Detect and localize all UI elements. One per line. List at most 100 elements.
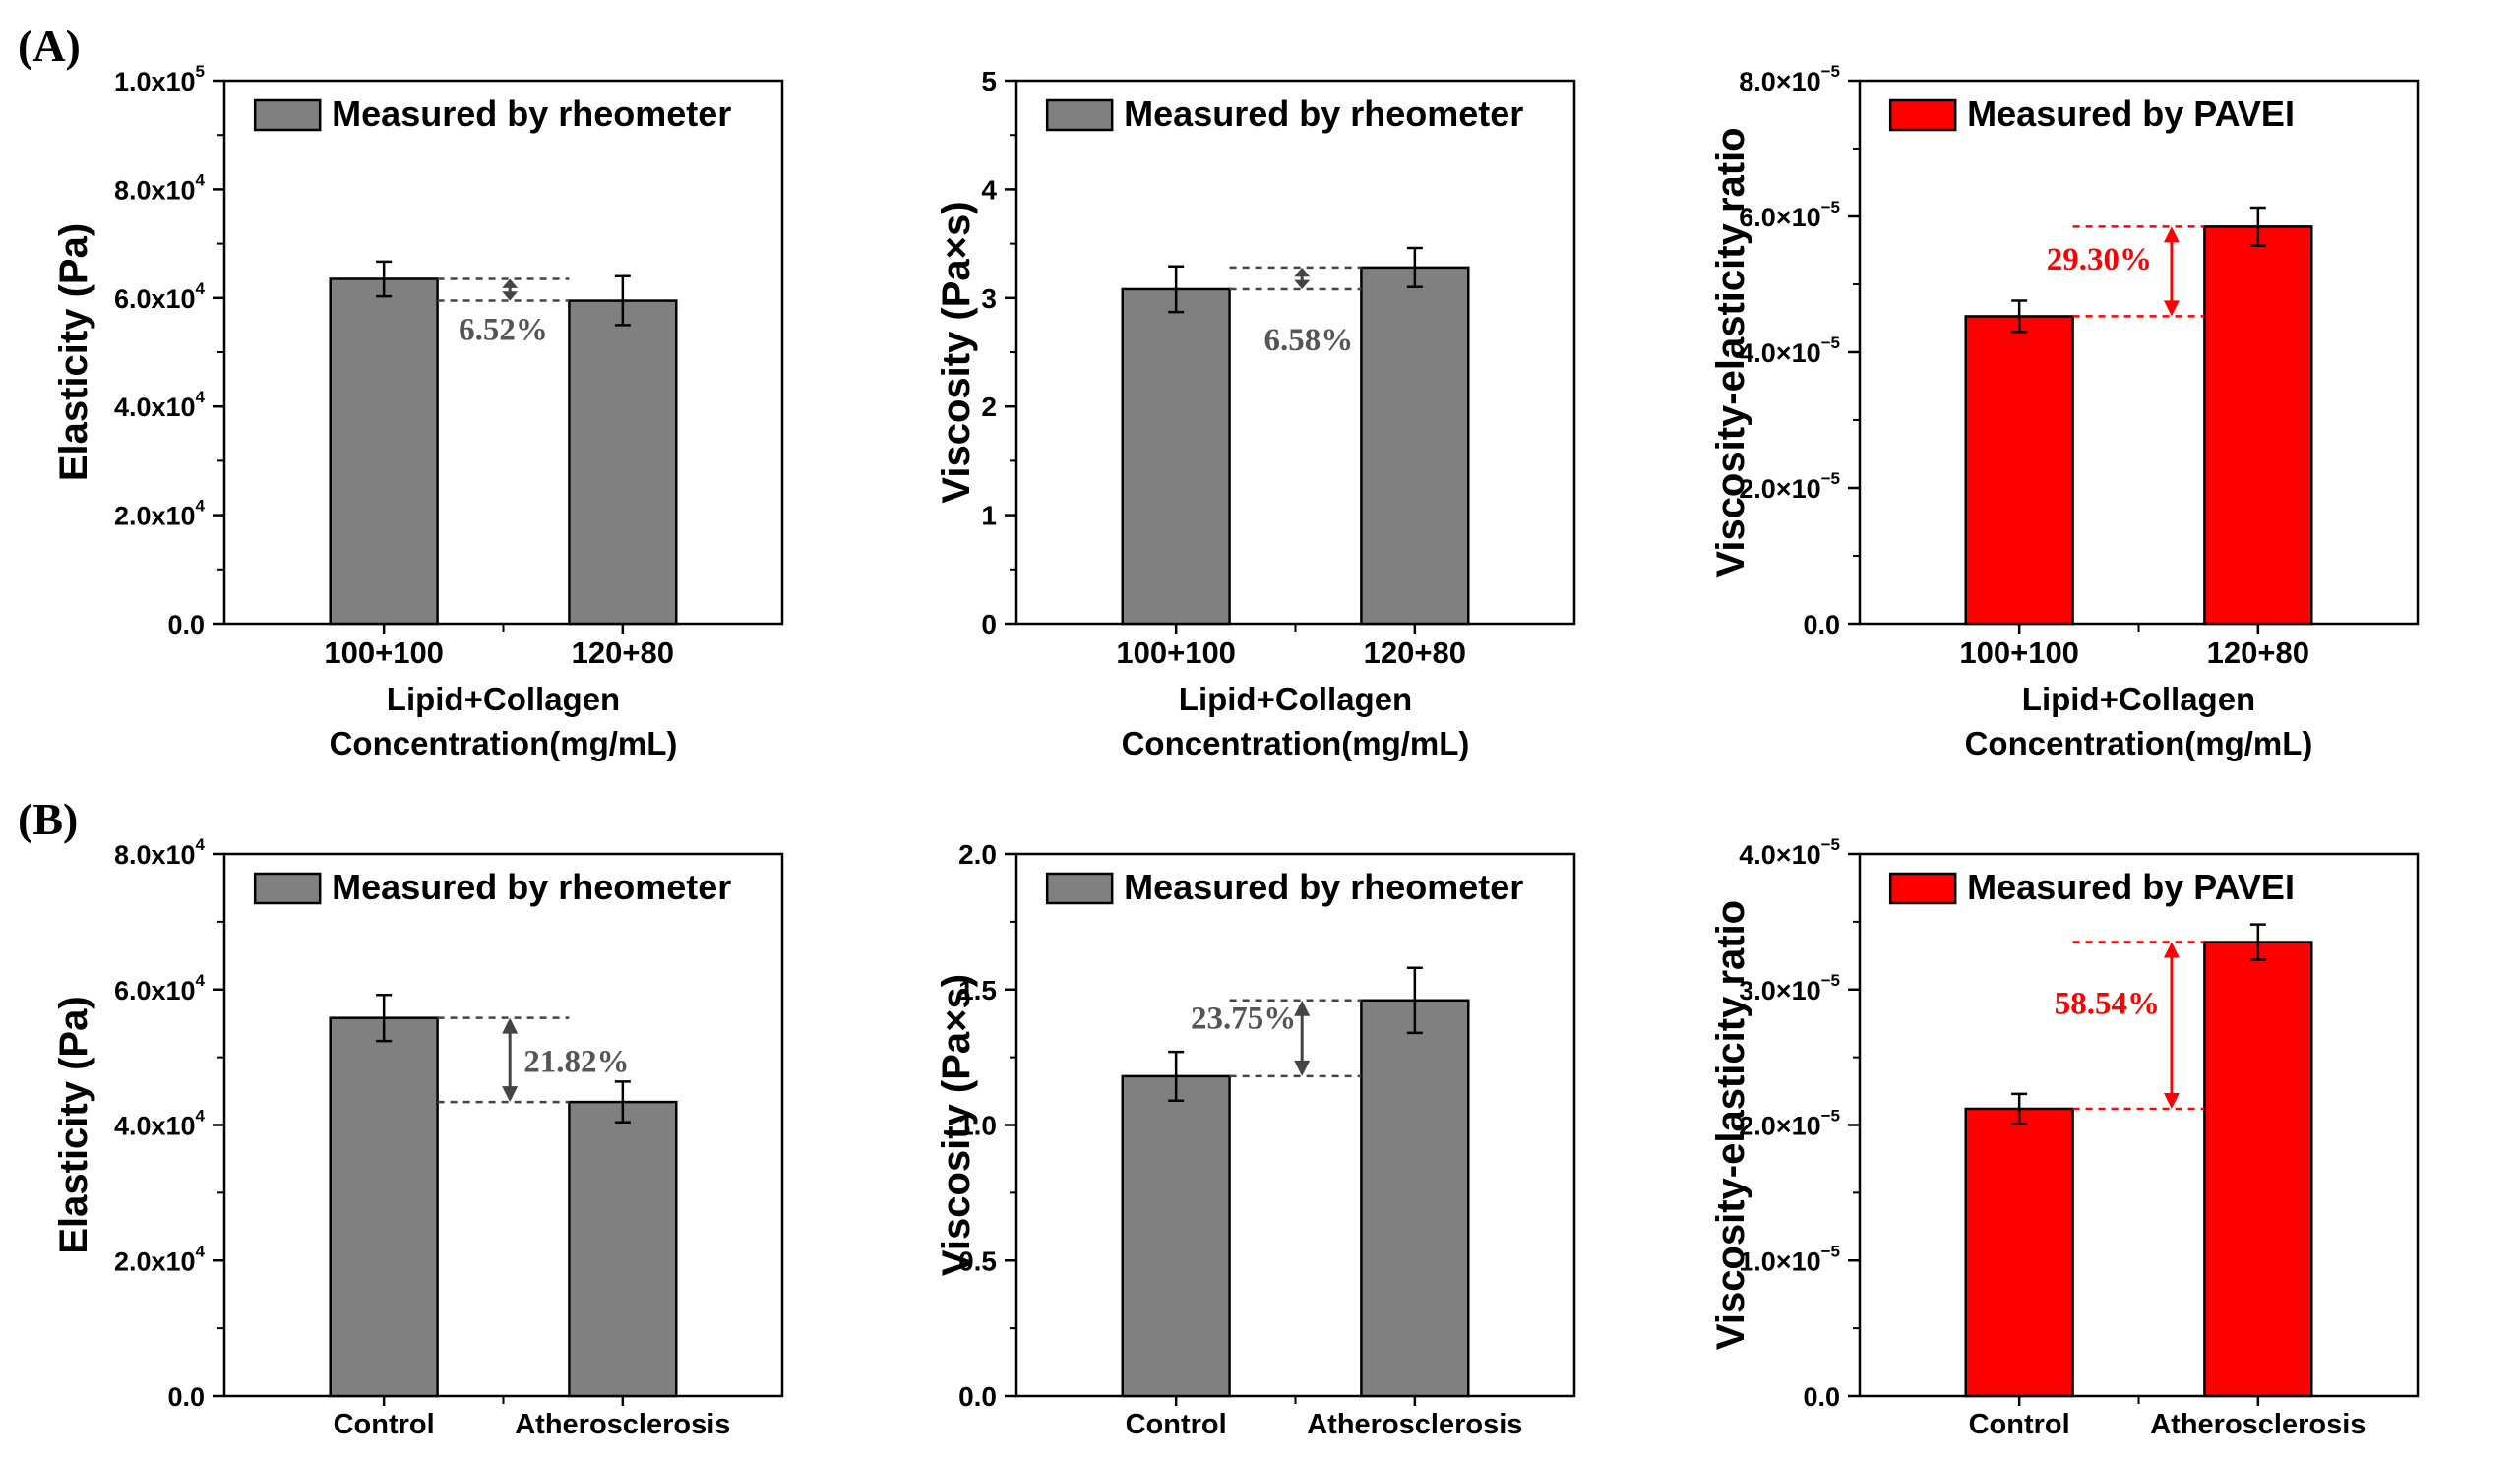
y-tick-label: 2.0x104	[114, 1242, 206, 1276]
legend-swatch	[1888, 872, 1957, 905]
annotation-percent: 6.58%	[1264, 323, 1354, 358]
chart-2: 0 1 2 3 4 5 Viscosity (Pa×s) 100+100 120+80 Lipid…	[935, 66, 1576, 761]
y-tick-label-exponent: 4	[196, 835, 206, 854]
y-tick-label: 2.0×10−5	[1739, 469, 1840, 504]
y-tick-label: 4.0x104	[114, 1107, 206, 1141]
y-tick-label: 1.0x105	[114, 62, 205, 96]
annotation-arrow-head	[2163, 300, 2180, 317]
y-tick-label-exponent: −5	[1821, 835, 1840, 854]
y-axis-title: Elasticity (Pa)	[52, 223, 95, 481]
y-tick-label-mantissa: 1.0x10	[114, 67, 196, 96]
bar	[568, 1100, 678, 1398]
bar	[568, 299, 678, 626]
y-tick-label-exponent: −5	[1821, 1242, 1840, 1260]
bar	[329, 277, 439, 626]
bar	[1360, 999, 1470, 1398]
y-tick-label: 0.0	[167, 1382, 205, 1412]
y-tick-label: 6.0x104	[114, 279, 206, 314]
chart-6: 0.01.0×10−52.0×10−53.0×10−54.0×10−5Visco…	[1709, 835, 2420, 1440]
y-tick-label: 4.0×10−5	[1739, 334, 1840, 368]
y-tick-label: 4.0×10−5	[1739, 835, 1840, 870]
x-axis-title: Lipid+Collagen	[1179, 681, 1412, 717]
x-tick-label: 100+100	[1959, 636, 2079, 670]
x-tick-label: Atherosclerosis	[2150, 1409, 2366, 1440]
bar	[1964, 1107, 2074, 1398]
y-tick-label-mantissa: 1.0×10	[1739, 1247, 1820, 1276]
bar	[1360, 266, 1470, 626]
annotation-arrow-head	[502, 1017, 519, 1034]
x-tick-label: Control	[334, 1409, 435, 1440]
y-tick-label: 4	[981, 174, 997, 205]
y-tick-label-exponent: −5	[1821, 1107, 1840, 1125]
x-tick-label: Control	[1969, 1409, 2070, 1440]
bar	[1121, 1074, 1231, 1398]
bar	[2203, 941, 2313, 1398]
legend-label: Measured by PAVEI	[1967, 93, 2295, 134]
y-tick-label: 6.0x104	[114, 971, 206, 1005]
legend-label: Measured by rheometer	[1124, 867, 1523, 907]
y-tick-label-exponent: −5	[1821, 198, 1840, 216]
x-tick-label: Atherosclerosis	[515, 1409, 730, 1440]
annotation-arrow-head	[2163, 1092, 2180, 1109]
legend-label: Measured by rheometer	[1124, 93, 1523, 134]
y-tick-label-mantissa: 2.0×10	[1739, 474, 1820, 504]
y-tick-label-exponent: 4	[196, 1242, 206, 1260]
y-tick-label-mantissa: 6.0x10	[114, 976, 196, 1005]
y-tick-label-exponent: −5	[1821, 469, 1840, 488]
x-tick-label: 100+100	[1116, 636, 1236, 670]
y-tick-label-exponent: −5	[1821, 971, 1840, 990]
bar	[2203, 225, 2313, 626]
x-tick-label: 120+80	[572, 636, 674, 670]
y-tick-label: 0.5	[958, 1246, 997, 1276]
y-tick-label: 1.5	[958, 975, 997, 1005]
annotation-arrow-head	[2163, 942, 2180, 958]
x-axis-title: Concentration(mg/mL)	[1122, 725, 1470, 761]
y-tick-label-exponent: 4	[196, 971, 206, 990]
legend-swatch	[253, 98, 322, 132]
x-tick-label: Atherosclerosis	[1307, 1409, 1522, 1440]
legend-swatch	[1045, 98, 1114, 132]
x-axis-title: Lipid+Collagen	[387, 681, 620, 717]
y-tick-label-mantissa: 4.0×10	[1739, 840, 1820, 870]
y-tick-label: 0	[981, 609, 997, 639]
x-tick-label: 120+80	[1364, 636, 1466, 670]
chart-1: 0.02.0x1044.0x1046.0x1048.0x1041.0x105El…	[52, 62, 784, 761]
annotation-percent: 23.75%	[1191, 1001, 1296, 1036]
y-tick-label: 2.0×10−5	[1739, 1107, 1840, 1141]
y-tick-label: 6.0×10−5	[1739, 198, 1840, 232]
y-tick-label-exponent: −5	[1821, 62, 1840, 81]
x-axis-title: Concentration(mg/mL)	[1965, 725, 2313, 761]
y-tick-label-exponent: 4	[196, 497, 206, 516]
y-tick-label: 8.0x104	[114, 170, 206, 205]
y-tick-label: 3	[981, 283, 997, 314]
y-tick-label: 8.0x104	[114, 835, 206, 870]
y-tick-label-mantissa: 8.0x10	[114, 840, 196, 870]
annotation-percent: 29.30%	[2047, 242, 2152, 277]
y-tick-label-mantissa: 6.0×10	[1739, 203, 1820, 232]
legend-label: Measured by rheometer	[332, 867, 731, 907]
y-tick-label: 0.0	[958, 1381, 997, 1412]
chart-5: 0.0 0.5 1.0 1.5 2.0 Viscosity (Pa×s) Control At…	[935, 839, 1576, 1440]
annotation-arrow-head	[1294, 1060, 1311, 1076]
y-axis-title: Viscosity (Pa×s)	[935, 974, 978, 1276]
x-axis-title: Concentration(mg/mL)	[330, 725, 678, 761]
annotation-arrow-head	[502, 278, 519, 288]
legend-swatch	[253, 872, 322, 905]
annotation-arrow-head	[502, 291, 519, 301]
y-tick-label: 2	[981, 392, 997, 422]
x-tick-label: 100+100	[324, 636, 444, 670]
x-axis-title: Lipid+Collagen	[2022, 681, 2255, 717]
y-tick-label-exponent: 4	[196, 388, 206, 406]
y-tick-label-exponent: 4	[196, 279, 206, 298]
y-tick-label-mantissa: 4.0×10	[1739, 338, 1820, 368]
legend-label: Measured by rheometer	[332, 93, 731, 134]
bar	[1964, 315, 2074, 626]
legend-swatch	[1045, 872, 1114, 905]
legend-swatch	[1888, 98, 1957, 132]
y-axis-title: Viscosity-elasticity ratio	[1709, 900, 1752, 1350]
y-tick-label: 8.0×10−5	[1739, 62, 1840, 96]
y-tick-label: 0.0	[1803, 610, 1840, 639]
annotation-percent: 6.52%	[459, 313, 548, 348]
y-tick-label-mantissa: 2.0x10	[114, 502, 196, 531]
